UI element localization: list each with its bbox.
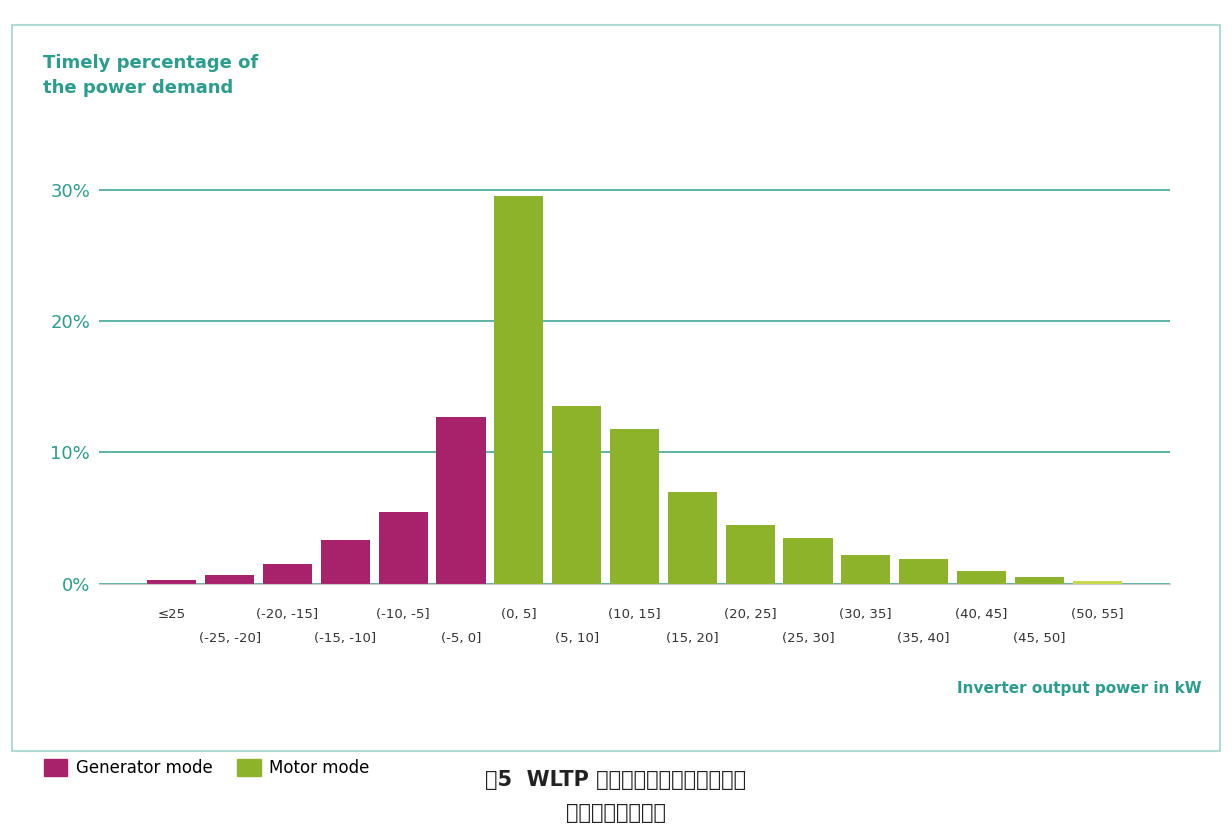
Bar — [436, 417, 485, 584]
Text: (10, 15]: (10, 15] — [609, 608, 660, 620]
Text: (-20, -15]: (-20, -15] — [256, 608, 319, 620]
Bar — [148, 580, 196, 584]
Text: (25, 30]: (25, 30] — [781, 631, 834, 645]
Text: 随时间变化的情况: 随时间变化的情况 — [565, 803, 667, 823]
Legend: Generator mode, Motor mode: Generator mode, Motor mode — [37, 752, 376, 784]
Text: (40, 45]: (40, 45] — [955, 608, 1008, 620]
Text: (-10, -5]: (-10, -5] — [376, 608, 430, 620]
Bar — [552, 406, 601, 584]
Text: (5, 10]: (5, 10] — [554, 631, 599, 645]
Text: (20, 25]: (20, 25] — [724, 608, 776, 620]
Bar — [494, 196, 543, 584]
Bar — [726, 525, 775, 584]
Text: the power demand: the power demand — [43, 79, 233, 98]
Bar — [378, 511, 428, 584]
Text: (-15, -10]: (-15, -10] — [314, 631, 377, 645]
Bar — [320, 540, 370, 584]
Text: (30, 35]: (30, 35] — [839, 608, 892, 620]
Bar — [1073, 581, 1121, 584]
Bar — [668, 492, 717, 584]
Text: 图5  WLTP 周期内牵引逆变器输出功率: 图5 WLTP 周期内牵引逆变器输出功率 — [485, 770, 747, 790]
Bar — [841, 555, 891, 584]
Text: (-5, 0]: (-5, 0] — [441, 631, 482, 645]
Bar — [1015, 577, 1064, 584]
Bar — [957, 570, 1007, 584]
Bar — [205, 575, 254, 584]
Text: (15, 20]: (15, 20] — [667, 631, 718, 645]
Bar — [899, 559, 949, 584]
Bar — [262, 564, 312, 584]
Text: (35, 40]: (35, 40] — [897, 631, 950, 645]
Bar — [784, 538, 833, 584]
Bar — [610, 429, 659, 584]
Text: (0, 5]: (0, 5] — [501, 608, 537, 620]
Text: (-25, -20]: (-25, -20] — [198, 631, 261, 645]
Text: (45, 50]: (45, 50] — [1013, 631, 1066, 645]
Text: Timely percentage of: Timely percentage of — [43, 54, 259, 73]
Text: (50, 55]: (50, 55] — [1071, 608, 1124, 620]
Text: ≤25: ≤25 — [158, 608, 186, 620]
Text: Inverter output power in kW: Inverter output power in kW — [956, 681, 1201, 696]
